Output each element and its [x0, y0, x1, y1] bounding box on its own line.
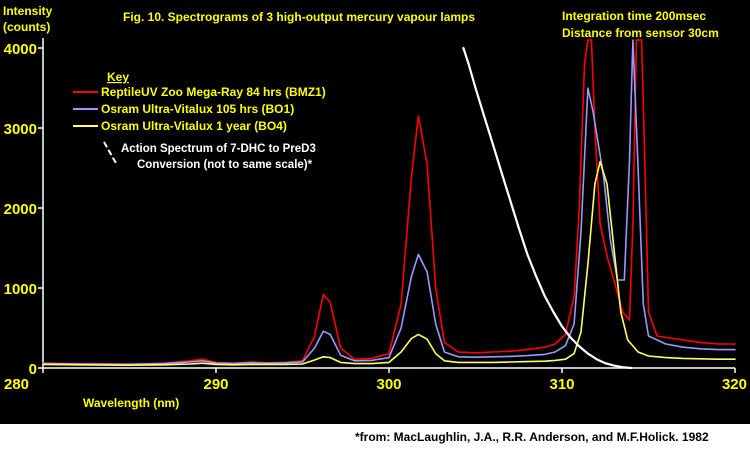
- x-tick-label: 320: [722, 376, 747, 393]
- y-axis-label-line2: (counts): [3, 20, 50, 34]
- series-line-3: [462, 46, 633, 370]
- x-tick-label: 280: [4, 376, 29, 393]
- spectrogram-chart: 280 290 300 310 320 0 1000 2000 3000 4000 Intensi…: [3, 4, 747, 410]
- citation: *from: MacLaughlin, J.A., R.R. Anderson,…: [355, 430, 709, 444]
- legend-label-bmz1: ReptileUV Zoo Mega-Ray 84 hrs (BMZ1): [101, 85, 326, 99]
- info-distance: Distance from sensor 30cm: [562, 26, 719, 40]
- series-line-1: [42, 39, 736, 366]
- x-tick-label: 300: [376, 376, 401, 393]
- legend-swatch-action-spectrum: [103, 141, 118, 166]
- y-tick-label: 3000: [4, 121, 37, 138]
- y-tick-label: 0: [29, 361, 37, 378]
- series-lines: [42, 39, 736, 370]
- axes: 280 290 300 310 320 0 1000 2000 3000 4000: [4, 38, 747, 393]
- series-line-2: [42, 160, 736, 367]
- legend-title: Key: [107, 70, 129, 84]
- plot-panel: [0, 0, 750, 424]
- x-tick-label: 310: [549, 376, 574, 393]
- x-axis-label: Wavelength (nm): [83, 396, 179, 410]
- info-integration-time: Integration time 200msec: [562, 9, 706, 23]
- y-tick-label: 2000: [4, 201, 37, 218]
- legend-label-bo4: Osram Ultra-Vitalux 1 year (BO4): [101, 119, 287, 133]
- x-tick-label: 290: [203, 376, 228, 393]
- legend-label-bo1: Osram Ultra-Vitalux 105 hrs (BO1): [101, 102, 294, 116]
- y-axis-label-line1: Intensity: [3, 4, 53, 18]
- y-tick-label: 1000: [4, 281, 37, 298]
- chart-title: Fig. 10. Spectrograms of 3 high-output m…: [123, 10, 475, 24]
- annotation-action-spectrum-line1: Action Spectrum of 7-DHC to PreD3: [121, 143, 316, 155]
- annotation-action-spectrum-line2: Conversion (not to same scale)*: [137, 159, 313, 171]
- y-tick-label: 4000: [4, 41, 37, 58]
